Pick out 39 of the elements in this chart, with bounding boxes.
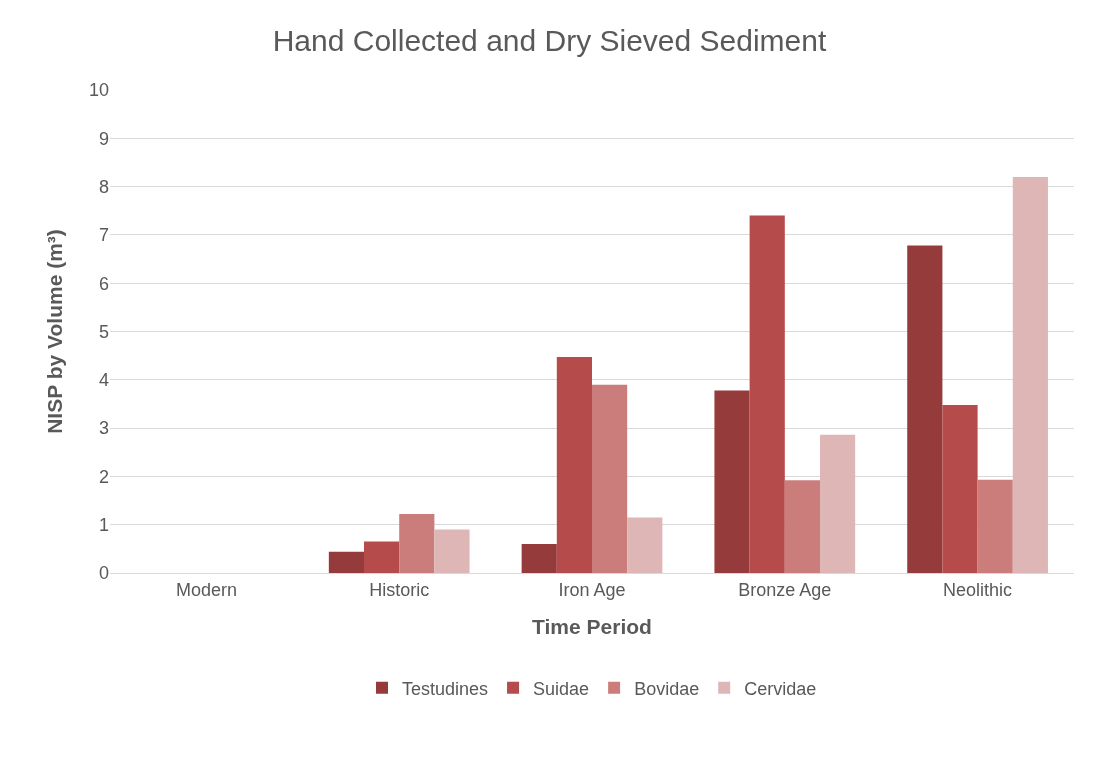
x-tick-label: Historic	[369, 579, 430, 600]
y-tick-label: 1	[98, 515, 109, 535]
y-tick-label: 3	[98, 418, 109, 439]
bar	[627, 517, 663, 573]
bar	[1012, 176, 1048, 573]
bar	[907, 245, 943, 573]
y-tick-label: 2	[98, 466, 109, 487]
bar	[714, 390, 750, 573]
x-axis-title: Time Period	[532, 614, 652, 638]
x-tick-label: Modern	[175, 579, 237, 600]
x-tick-label: Neolithic	[943, 579, 1013, 600]
bar	[592, 384, 628, 573]
legend-label: Testudines	[402, 678, 489, 699]
bar	[399, 514, 435, 573]
y-tick-label: 7	[98, 225, 109, 246]
bar	[977, 479, 1013, 573]
bar	[819, 434, 856, 573]
bar	[434, 529, 470, 573]
y-tick-label: 9	[98, 128, 109, 149]
y-axis-title: NISP by Volume (m³)	[43, 229, 67, 434]
x-tick-label: Bronze Age	[738, 579, 832, 600]
y-tick-label: 8	[98, 176, 109, 197]
y-tick-label: 10	[88, 80, 109, 101]
y-tick-label: 6	[98, 273, 109, 294]
bar	[364, 541, 400, 573]
legend-label: Cervidae	[744, 678, 817, 699]
bar	[521, 544, 557, 573]
y-tick-label: 0	[98, 563, 109, 584]
chart-title: Hand Collected and Dry Sieved Sediment	[272, 24, 827, 58]
x-tick-label: Iron Age	[558, 579, 626, 600]
y-tick-label: 4	[98, 370, 109, 391]
bar	[784, 480, 820, 573]
bar	[328, 551, 365, 573]
legend-label: Bovidae	[634, 678, 700, 699]
y-tick-label: 5	[98, 321, 109, 342]
bar	[749, 215, 785, 573]
legend-label: Suidae	[533, 678, 590, 699]
bar	[942, 404, 978, 573]
bar	[556, 357, 592, 573]
